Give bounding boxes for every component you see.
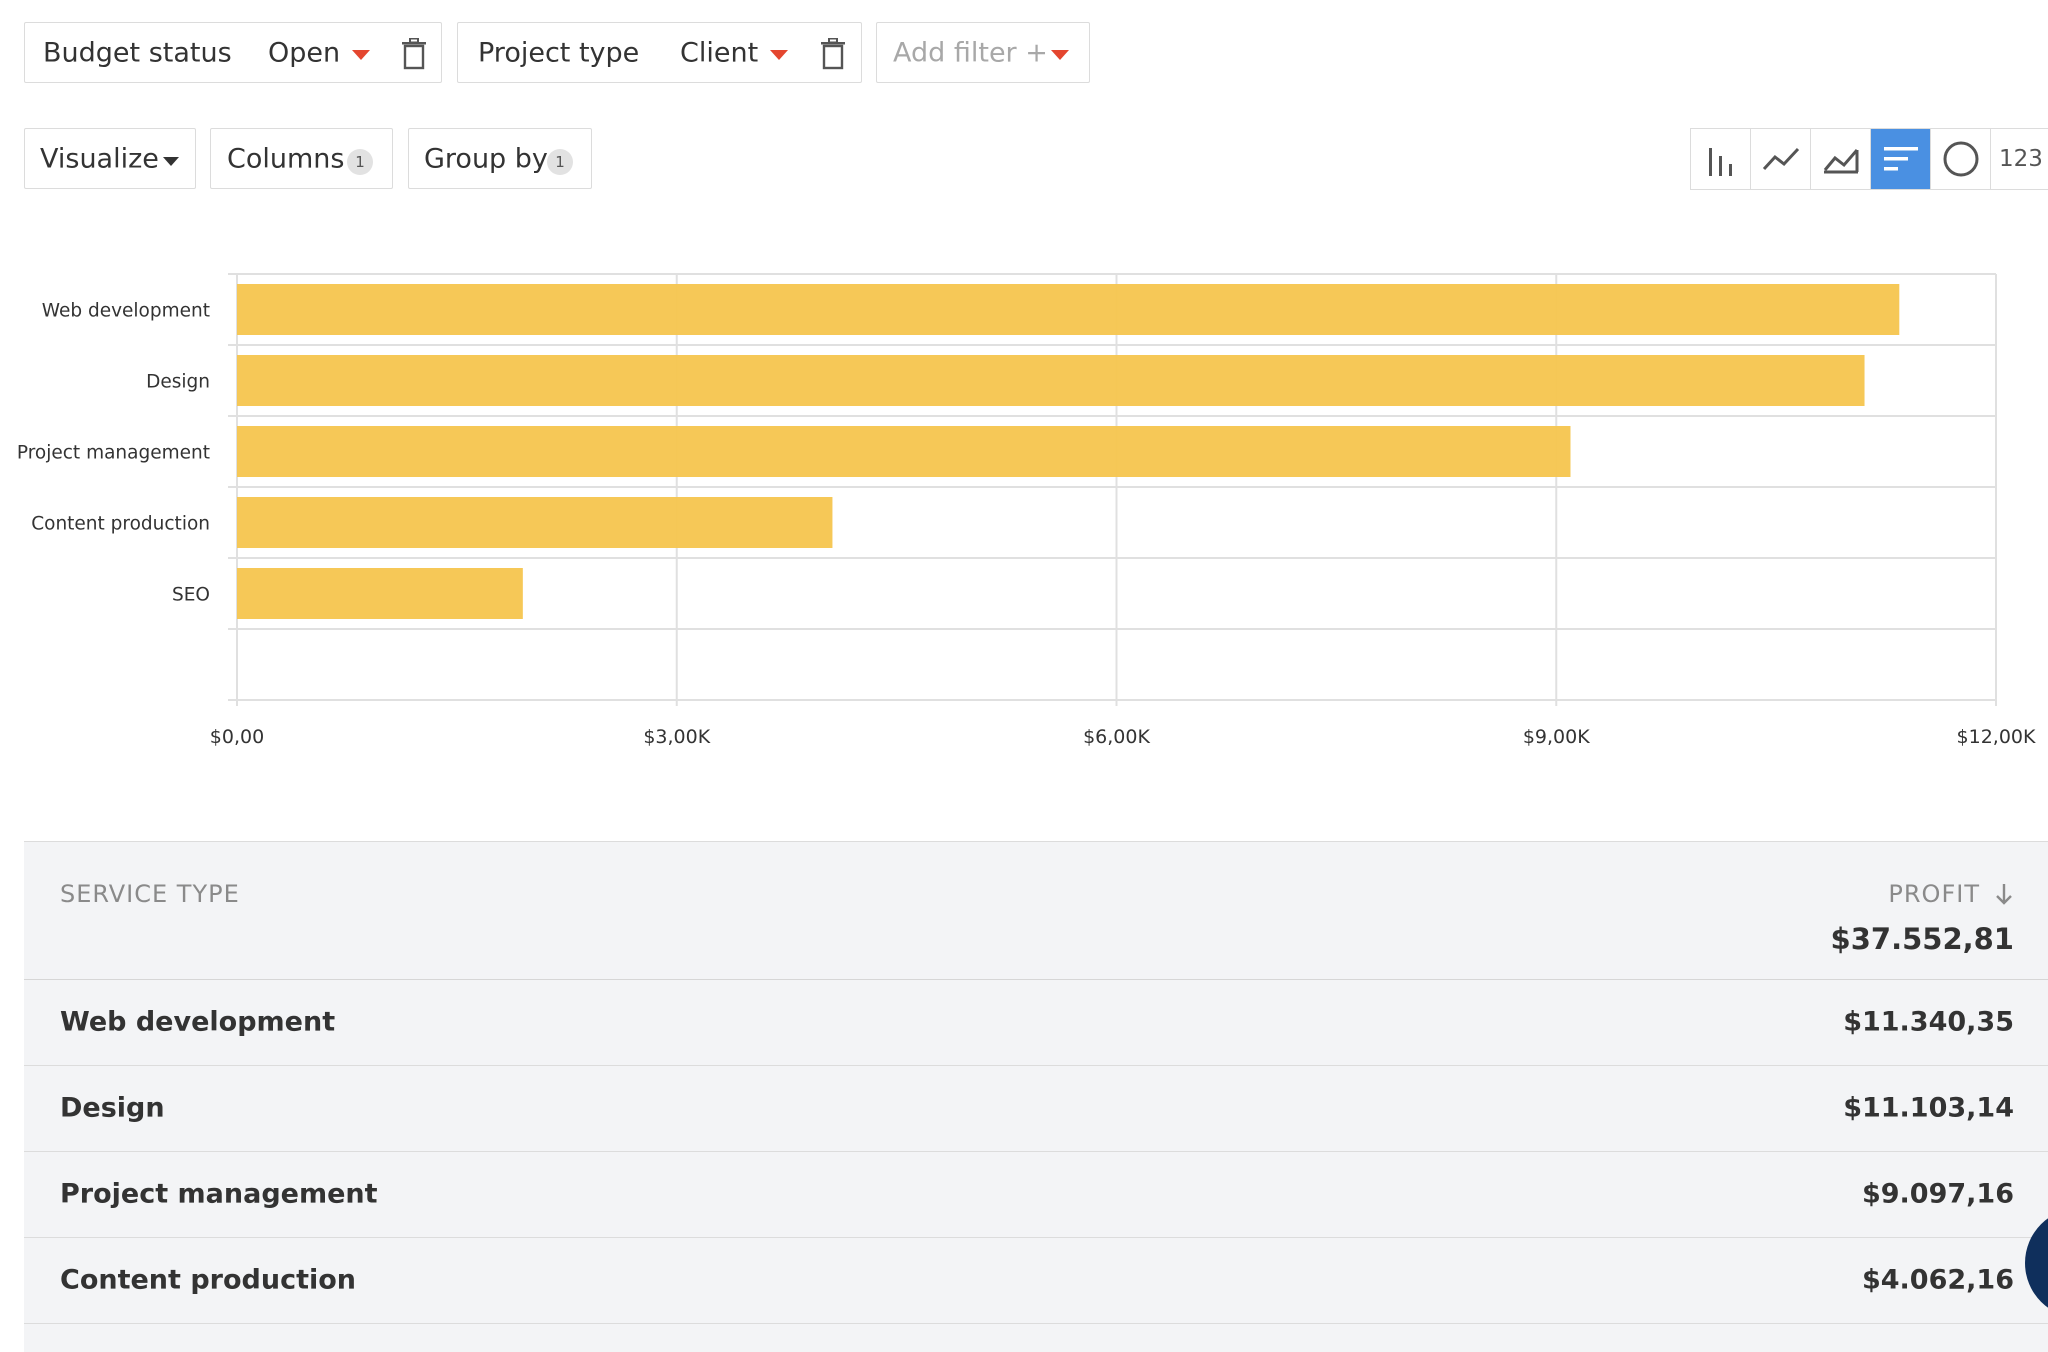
profit-bar-chart: Web development Design Project management C… bbox=[17, 273, 2036, 748]
column-chart-button[interactable] bbox=[1691, 129, 1751, 189]
bar-chart-icon bbox=[1883, 147, 1918, 171]
columns-count-badge: 1 bbox=[347, 149, 373, 175]
caret-down-icon[interactable] bbox=[770, 50, 788, 60]
profit-cell: $11.103,14 bbox=[1843, 1092, 2014, 1124]
x-tick-label: $12,00K bbox=[1957, 726, 2036, 748]
add-filter-button[interactable]: Add filter + bbox=[876, 22, 1090, 83]
service-type-cell: Web development bbox=[60, 1006, 336, 1038]
caret-down-icon[interactable] bbox=[352, 50, 370, 60]
visualization-switcher: 123 bbox=[1690, 128, 2048, 190]
y-category-label: Project management bbox=[17, 443, 210, 464]
table-row[interactable]: Content production $4.062,16 bbox=[24, 1237, 2048, 1324]
profit-header-label: PROFIT bbox=[1888, 880, 1980, 908]
profit-total: $37.552,81 bbox=[1830, 922, 2014, 956]
service-type-cell: Project management bbox=[60, 1178, 378, 1210]
visualize-label: Visualize bbox=[40, 143, 159, 174]
bar[interactable] bbox=[237, 568, 523, 619]
area-chart-icon bbox=[1823, 149, 1858, 174]
profit-header[interactable]: PROFIT bbox=[1888, 880, 2014, 908]
columns-label: Columns bbox=[227, 143, 345, 174]
x-tick-label: $9,00K bbox=[1523, 726, 1590, 748]
service-type-header[interactable]: SERVICE TYPE bbox=[60, 880, 240, 908]
service-type-cell: Content production bbox=[60, 1264, 357, 1296]
trash-icon[interactable] bbox=[401, 38, 427, 70]
caret-down-icon bbox=[163, 157, 179, 166]
table-row[interactable]: Project management $9.097,16 bbox=[24, 1151, 2048, 1238]
table-row[interactable]: Web development $11.340,35 bbox=[24, 979, 2048, 1066]
pie-chart-icon bbox=[1943, 141, 1978, 177]
group-by-button[interactable]: Group by 1 bbox=[408, 128, 592, 189]
filter-value[interactable]: Open bbox=[268, 37, 341, 68]
table-header: SERVICE TYPE PROFIT $37.552,81 bbox=[24, 842, 2048, 980]
data-table: SERVICE TYPE PROFIT $37.552,81 Web devel… bbox=[24, 841, 2048, 1352]
trash-icon[interactable] bbox=[820, 38, 846, 70]
profit-cell: $11.340,35 bbox=[1843, 1006, 2014, 1038]
table-row[interactable]: Design $11.103,14 bbox=[24, 1065, 2048, 1152]
filter-label: Project type bbox=[478, 37, 640, 68]
filter-project-type[interactable]: Project type Client bbox=[457, 22, 862, 83]
y-category-label: Design bbox=[146, 372, 210, 393]
column-chart-icon bbox=[1708, 148, 1732, 176]
profit-cell: $9.097,16 bbox=[1861, 1178, 2014, 1210]
caret-down-icon bbox=[1051, 50, 1069, 60]
x-tick-label: $0,00 bbox=[210, 726, 264, 748]
x-tick-label: $6,00K bbox=[1083, 726, 1150, 748]
group-by-label: Group by bbox=[424, 143, 548, 174]
bar-chart-button[interactable] bbox=[1871, 129, 1931, 189]
filter-label: Budget status bbox=[43, 37, 232, 68]
bar[interactable] bbox=[237, 284, 1900, 335]
columns-button[interactable]: Columns 1 bbox=[210, 128, 393, 189]
y-category-label: Web development bbox=[42, 301, 210, 322]
bar[interactable] bbox=[237, 355, 1865, 406]
bar[interactable] bbox=[237, 426, 1571, 477]
filter-value[interactable]: Client bbox=[680, 37, 759, 68]
y-category-label: SEO bbox=[172, 585, 210, 606]
y-category-label: Content production bbox=[31, 514, 210, 535]
filter-budget-status[interactable]: Budget status Open bbox=[24, 22, 442, 83]
pie-chart-button[interactable] bbox=[1931, 129, 1991, 189]
line-chart-button[interactable] bbox=[1751, 129, 1811, 189]
arrow-down-icon bbox=[1996, 884, 2012, 905]
number-view-button[interactable]: 123 bbox=[1999, 146, 2043, 172]
x-tick-label: $3,00K bbox=[643, 726, 710, 748]
group-by-count-badge: 1 bbox=[547, 149, 573, 175]
area-chart-button[interactable] bbox=[1811, 129, 1871, 189]
add-filter-label: Add filter + bbox=[893, 37, 1048, 68]
bar[interactable] bbox=[237, 497, 833, 548]
profit-cell: $4.062,16 bbox=[1861, 1264, 2014, 1296]
service-type-cell: Design bbox=[60, 1092, 165, 1124]
line-chart-icon bbox=[1762, 147, 1799, 171]
visualize-dropdown[interactable]: Visualize bbox=[24, 128, 196, 189]
